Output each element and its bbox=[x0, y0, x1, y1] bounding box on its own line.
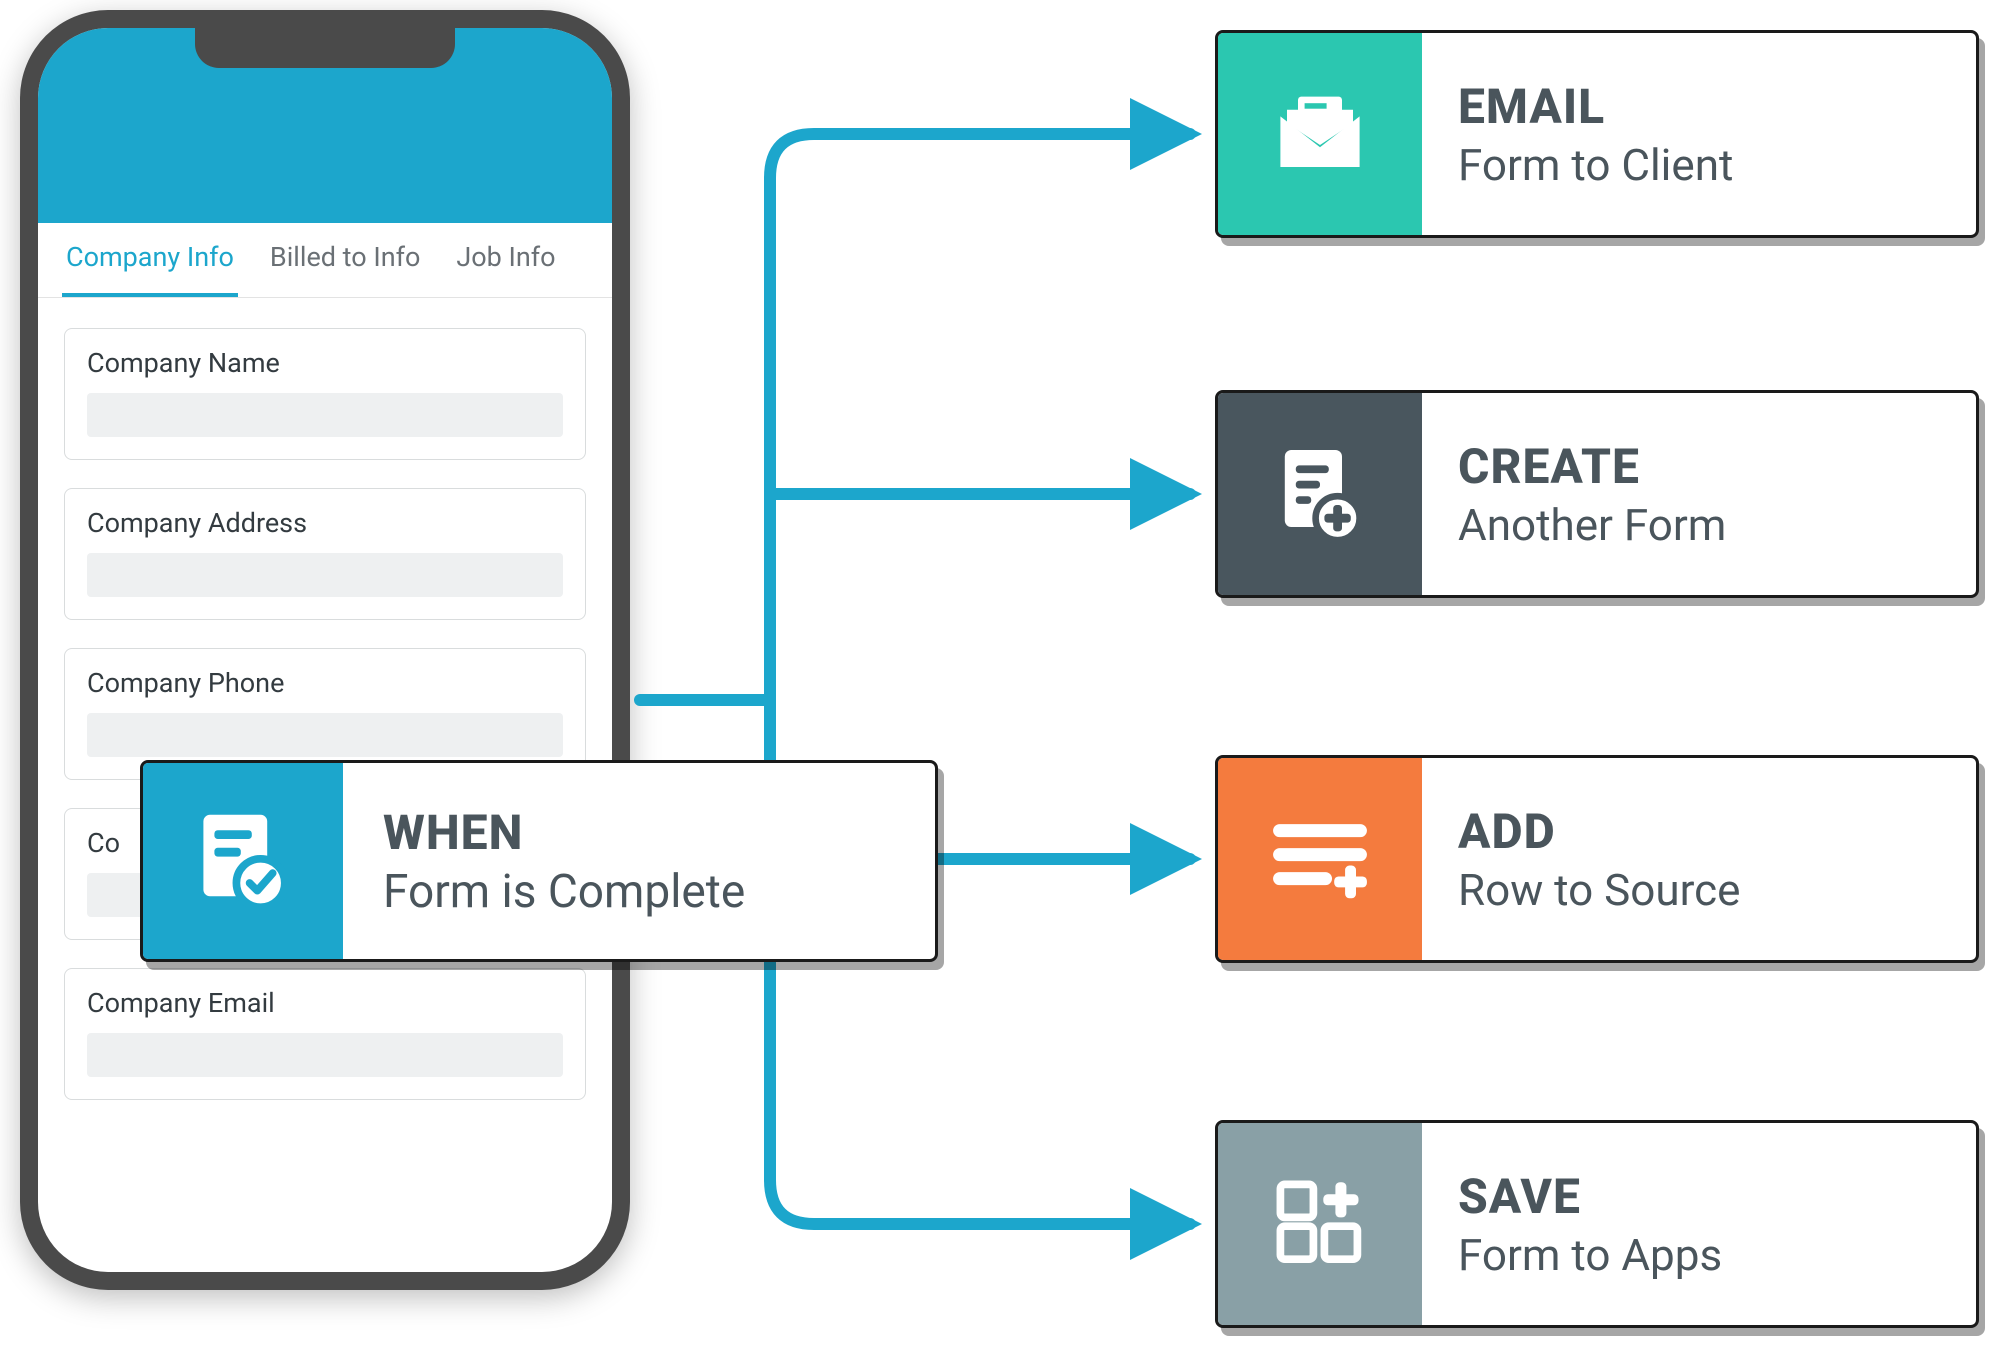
trigger-subtitle: Form is Complete bbox=[383, 865, 935, 919]
form-field[interactable]: Company Email bbox=[64, 968, 586, 1100]
phone-notch bbox=[195, 28, 455, 68]
action-text: ADDRow to Source bbox=[1422, 758, 1976, 960]
action-card-add: ADDRow to Source bbox=[1215, 755, 1979, 963]
phone-screen: Company Info Billed to Info Job Info Compa… bbox=[38, 28, 612, 1272]
field-input-placeholder[interactable] bbox=[87, 713, 563, 757]
save-icon bbox=[1218, 1123, 1422, 1325]
field-label: Company Address bbox=[87, 507, 563, 539]
trigger-card: WHEN Form is Complete bbox=[140, 760, 938, 962]
form-check-icon bbox=[143, 763, 343, 959]
action-subtitle: Form to Apps bbox=[1458, 1229, 1976, 1281]
action-card-create: CREATEAnother Form bbox=[1215, 390, 1979, 598]
create-icon bbox=[1218, 393, 1422, 595]
action-card-email: EMAILForm to Client bbox=[1215, 30, 1979, 238]
form-field[interactable]: Company Name bbox=[64, 328, 586, 460]
email-icon bbox=[1218, 33, 1422, 235]
field-input-placeholder[interactable] bbox=[87, 1033, 563, 1077]
action-card-save: SAVEForm to Apps bbox=[1215, 1120, 1979, 1328]
tab-billed-to-info[interactable]: Billed to Info bbox=[266, 223, 424, 297]
tab-job-info[interactable]: Job Info bbox=[452, 223, 559, 297]
form-field[interactable]: Company Address bbox=[64, 488, 586, 620]
tab-company-info[interactable]: Company Info bbox=[62, 223, 238, 297]
form-area: Company Name Company Address Company Phone… bbox=[38, 298, 612, 1130]
action-subtitle: Form to Client bbox=[1458, 139, 1976, 191]
action-title: SAVE bbox=[1458, 1168, 1976, 1225]
action-text: CREATEAnother Form bbox=[1422, 393, 1976, 595]
phone-frame: Company Info Billed to Info Job Info Compa… bbox=[20, 10, 630, 1290]
tab-bar: Company Info Billed to Info Job Info bbox=[38, 223, 612, 298]
action-subtitle: Row to Source bbox=[1458, 864, 1976, 916]
trigger-title: WHEN bbox=[383, 804, 935, 861]
field-label: Company Name bbox=[87, 347, 563, 379]
field-input-placeholder[interactable] bbox=[87, 553, 563, 597]
action-text: SAVEForm to Apps bbox=[1422, 1123, 1976, 1325]
field-label: Company Email bbox=[87, 987, 563, 1019]
action-text: EMAILForm to Client bbox=[1422, 33, 1976, 235]
action-subtitle: Another Form bbox=[1458, 499, 1976, 551]
action-title: EMAIL bbox=[1458, 78, 1976, 135]
add-icon bbox=[1218, 758, 1422, 960]
field-label: Company Phone bbox=[87, 667, 563, 699]
action-title: ADD bbox=[1458, 803, 1976, 860]
trigger-text: WHEN Form is Complete bbox=[343, 763, 935, 959]
field-input-placeholder[interactable] bbox=[87, 393, 563, 437]
action-title: CREATE bbox=[1458, 438, 1976, 495]
